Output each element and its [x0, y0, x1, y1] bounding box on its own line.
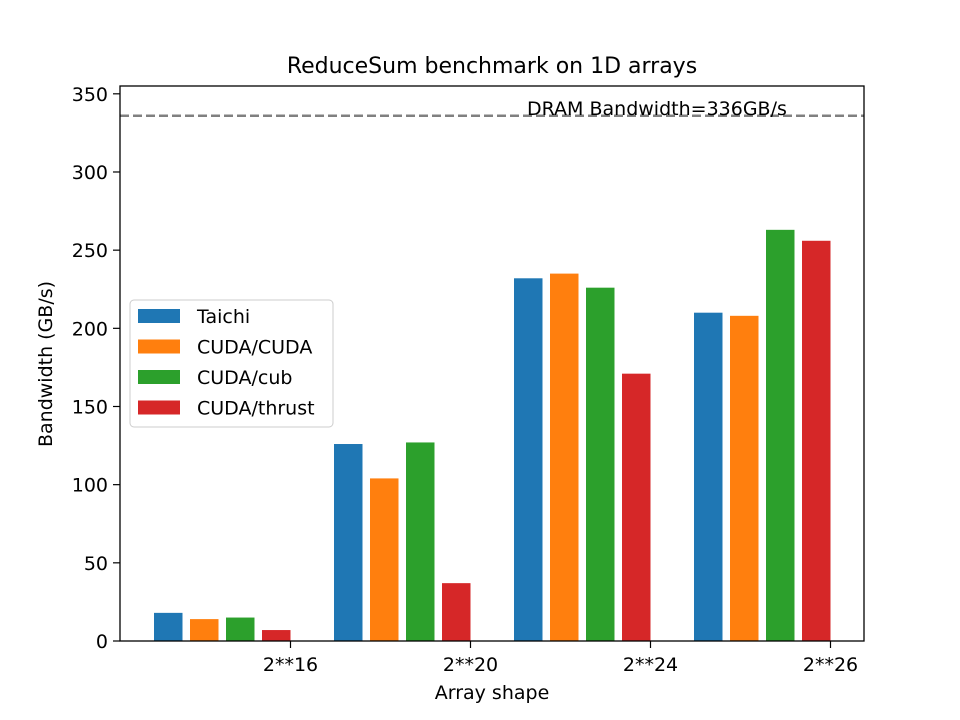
bars-group: [154, 229, 831, 641]
bar-taichi-2: [514, 278, 543, 641]
y-tick-label: 150: [72, 396, 108, 418]
legend-swatch: [138, 400, 180, 415]
bar-cuda-cub-0: [226, 617, 255, 641]
bar-cuda-cub-1: [406, 442, 435, 641]
y-tick-label: 200: [72, 318, 108, 340]
bar-cuda-cub-2: [586, 287, 615, 641]
bar-taichi-0: [154, 612, 183, 641]
y-tick-label: 50: [84, 553, 108, 575]
legend-label: CUDA/thrust: [197, 398, 315, 420]
x-tick-label: 2**16: [263, 654, 318, 676]
legend-box: [129, 299, 334, 428]
x-axis-label: Array shape: [435, 682, 550, 704]
x-tick-label: 2**24: [623, 654, 678, 676]
bar-cuda-thrust-3: [802, 240, 831, 641]
legend-label: CUDA/cub: [197, 367, 292, 389]
bar-taichi-3: [694, 312, 723, 641]
legend-swatch: [138, 339, 180, 354]
bar-cuda-cuda-3: [730, 315, 759, 641]
bar-cuda-cuda-2: [550, 273, 579, 641]
y-tick-label: 0: [96, 631, 108, 653]
y-tick-label: 100: [72, 475, 108, 497]
bar-cuda-cub-3: [766, 229, 795, 641]
legend-swatch: [138, 309, 180, 323]
chart-title: ReduceSum benchmark on 1D arrays: [287, 54, 697, 79]
legend: Taichi CUDA/CUDA CUDA/cub CUDA/thrust: [129, 299, 334, 428]
x-tick-label: 2**20: [443, 654, 498, 676]
reference-line-label: DRAM Bandwidth=336GB/s: [527, 98, 787, 120]
bar-cuda-thrust-1: [442, 583, 471, 641]
reference-line-group: DRAM Bandwidth=336GB/s: [120, 98, 864, 120]
bar-cuda-cuda-0: [190, 619, 219, 641]
bar-taichi-1: [334, 444, 363, 641]
x-tick-label: 2**26: [803, 654, 858, 676]
bar-cuda-thrust-0: [262, 630, 291, 641]
bar-cuda-cuda-1: [370, 478, 399, 641]
y-tick-label: 300: [72, 162, 108, 184]
y-axis-label: Bandwidth (GB/s): [35, 281, 57, 447]
legend-swatch: [138, 370, 180, 384]
y-tick-label: 350: [72, 84, 108, 106]
legend-label: Taichi: [196, 306, 250, 328]
y-tick-label: 250: [72, 240, 108, 262]
bar-cuda-thrust-2: [622, 373, 651, 641]
x-axis: 2**16 2**20 2**24 2**26: [263, 641, 858, 676]
y-axis: 0 50 100 150 200 250 300 350: [72, 84, 120, 653]
legend-label: CUDA/CUDA: [197, 337, 312, 359]
plot-frame: [119, 85, 865, 642]
